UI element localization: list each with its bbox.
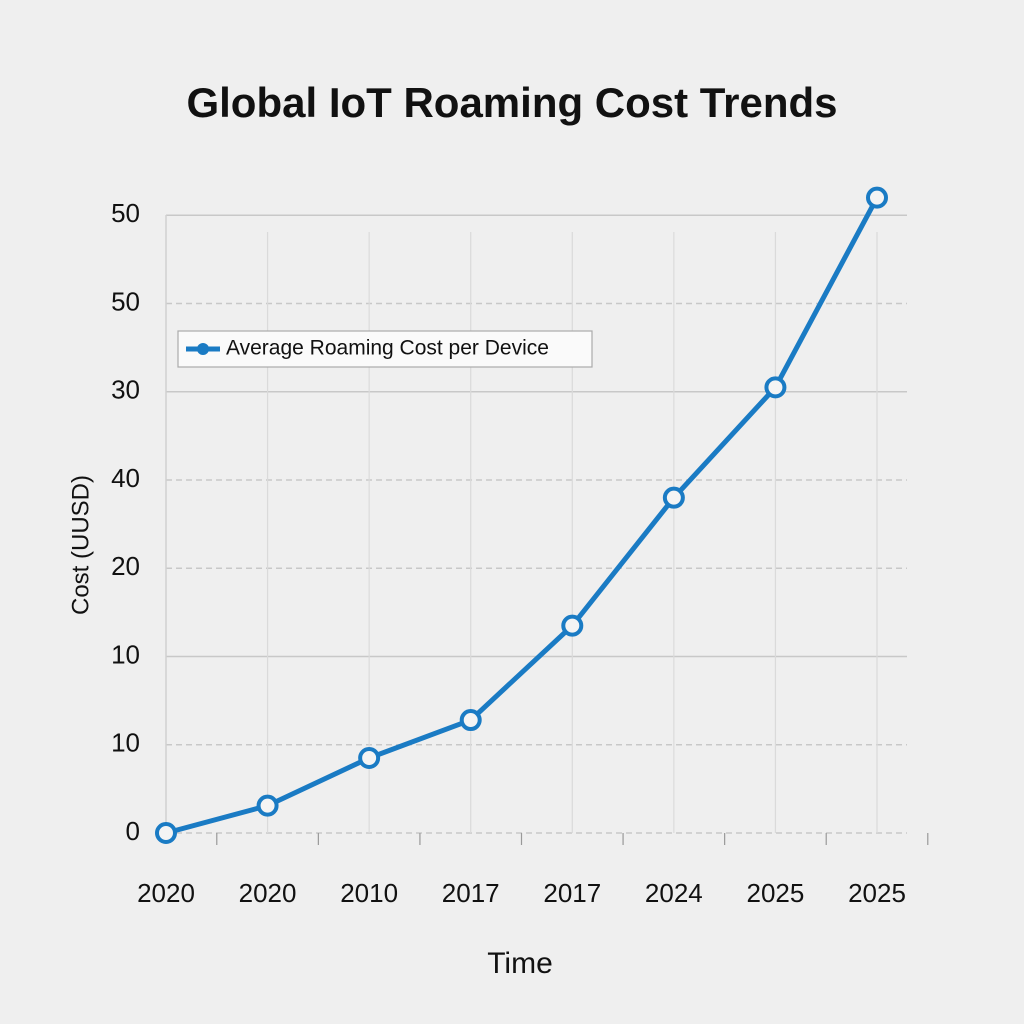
legend-marker: [197, 343, 209, 355]
x-tick-label: 2020: [239, 878, 297, 908]
y-axis-label: Cost (UUSD): [67, 475, 94, 615]
data-point: [662, 486, 685, 509]
data-point: [358, 746, 381, 769]
y-tick-label: 30: [111, 375, 140, 405]
y-tick-label: 50: [111, 286, 140, 316]
x-tick-label: 2025: [848, 878, 906, 908]
series-line: [165, 196, 880, 836]
y-tick-label: 10: [111, 728, 140, 758]
data-point: [155, 822, 177, 844]
legend-label: Average Roaming Cost per Device: [226, 337, 549, 360]
x-tick-label: 2017: [543, 878, 601, 908]
y-tick-label: 20: [111, 551, 140, 581]
y-tick-label: 0: [126, 816, 140, 846]
data-point: [561, 614, 584, 637]
x-tick-label: 2020: [137, 878, 195, 908]
data-point: [256, 794, 279, 817]
y-tick-label: 50: [111, 198, 140, 228]
y-tick-label: 10: [111, 639, 140, 669]
data-point: [459, 709, 482, 732]
legend-box: [177, 330, 593, 368]
chart-title: Global IoT Roaming Cost Trends: [186, 79, 837, 126]
data-point: [866, 186, 888, 209]
x-axis-label: Time: [487, 947, 553, 980]
data-point: [764, 376, 787, 399]
x-tick-label: 2025: [747, 878, 805, 908]
x-tick-label: 2017: [442, 878, 500, 908]
x-tick-label: 2010: [340, 878, 398, 908]
x-tick-label: 2024: [645, 878, 703, 908]
y-tick-label: 40: [111, 463, 140, 493]
